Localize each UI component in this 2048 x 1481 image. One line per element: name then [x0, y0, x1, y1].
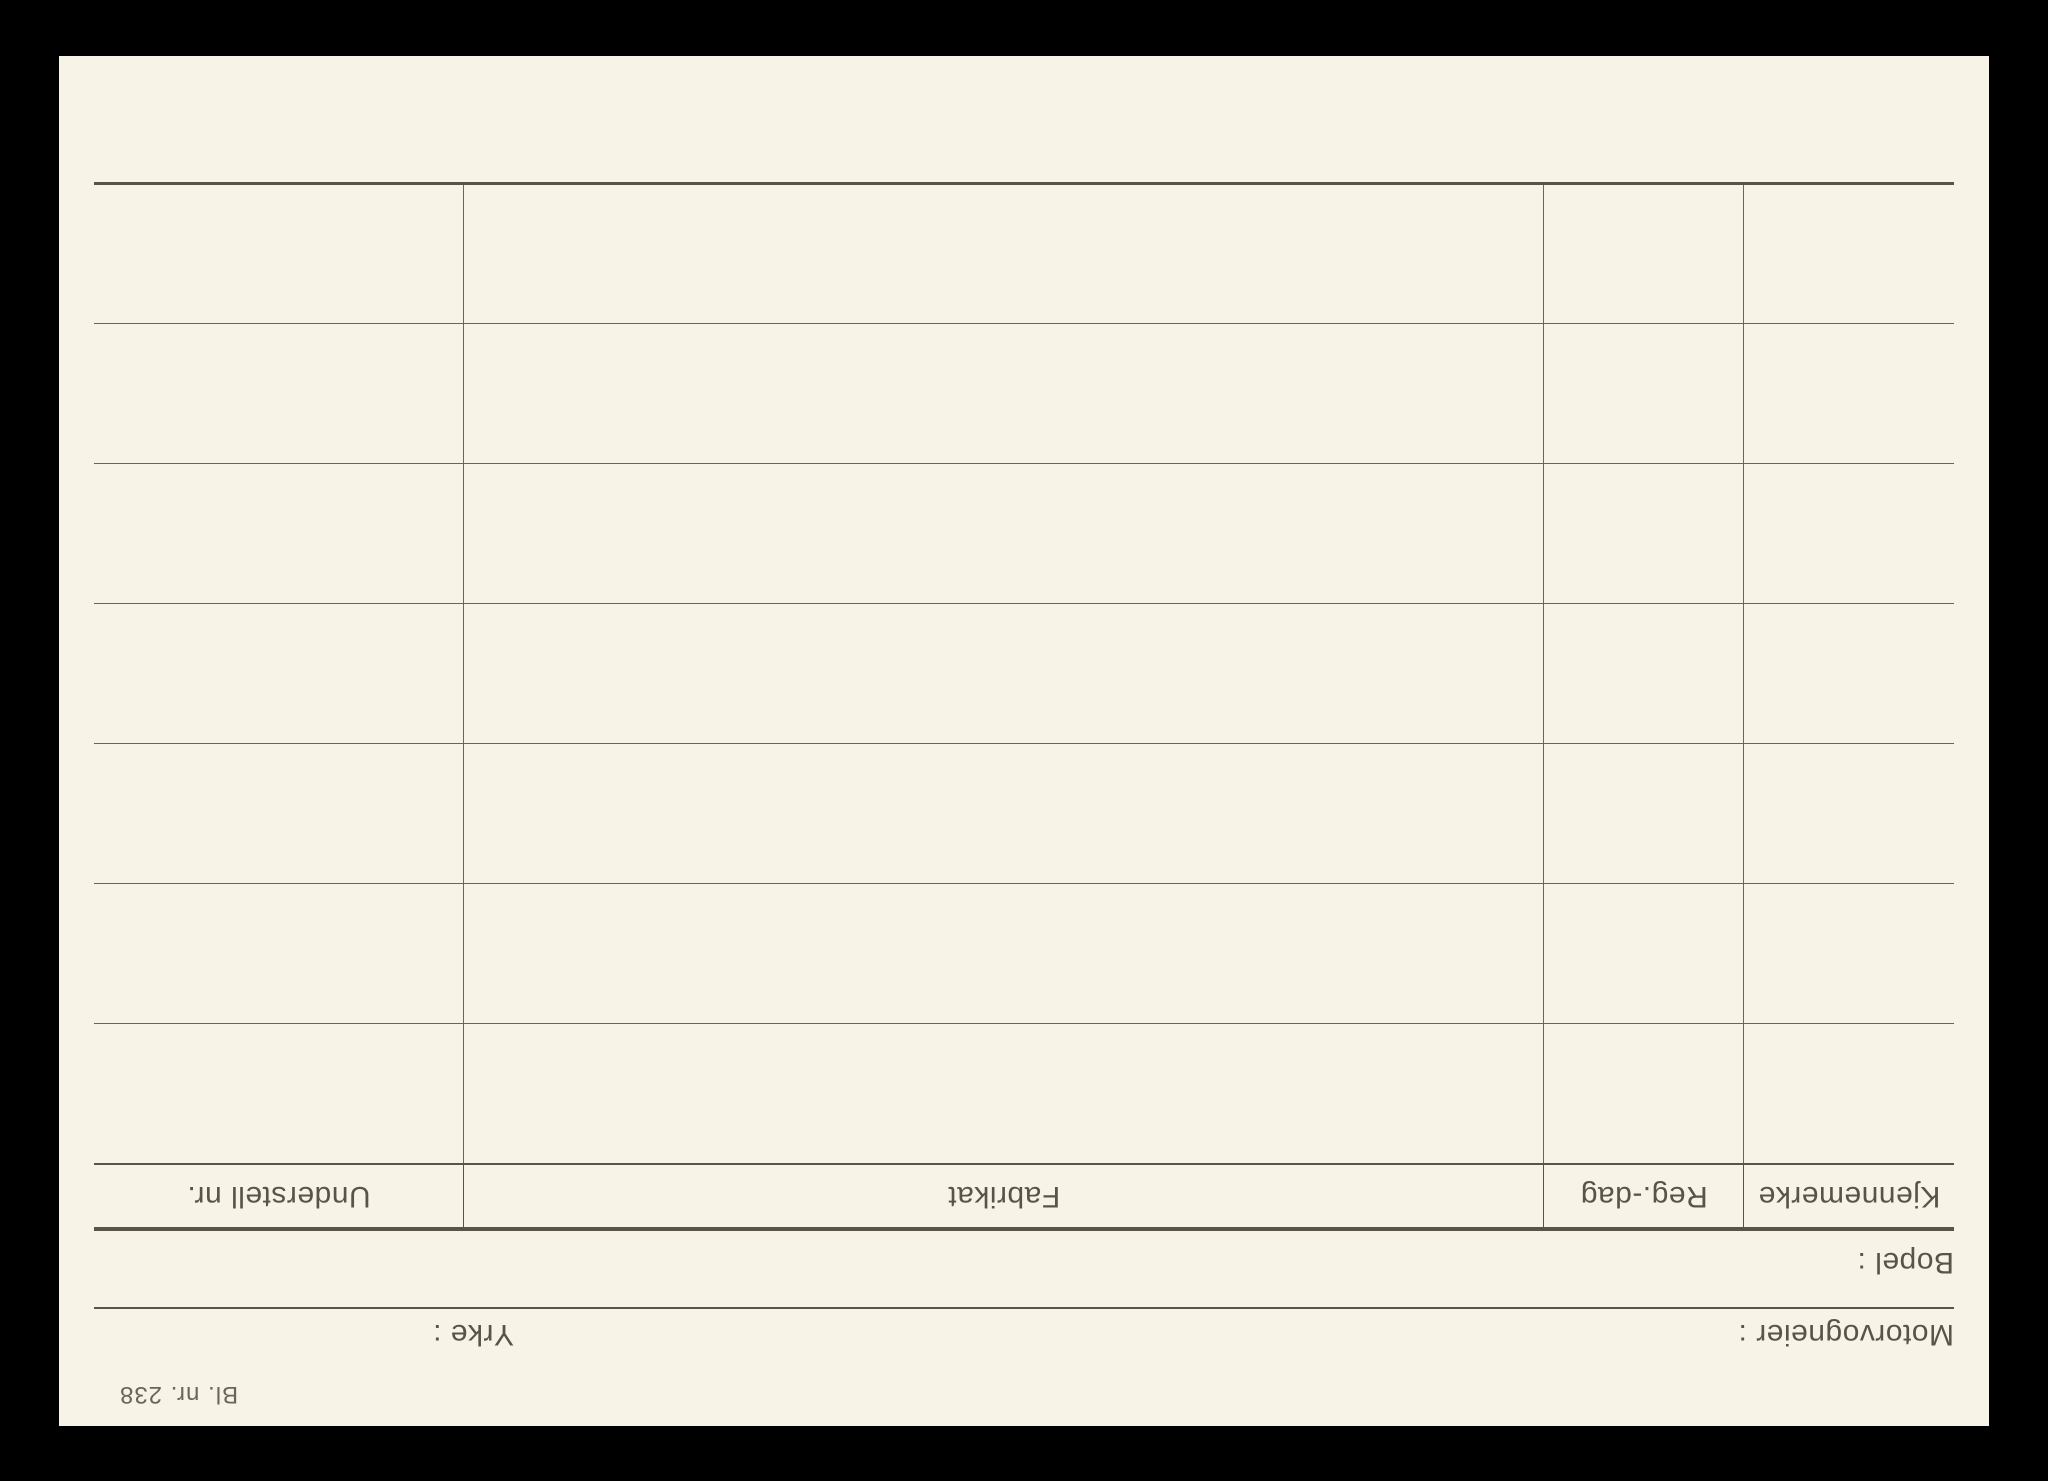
col-header-chassis: Understell nr. [94, 1164, 464, 1229]
residence-label: Bopel : [94, 1245, 1954, 1279]
owner-label: Motorvogneier : [514, 1317, 1954, 1351]
cell-mark [1744, 464, 1954, 604]
table-row [94, 1024, 1954, 1164]
cell-chassis [94, 324, 464, 464]
col-header-make: Fabrikat [464, 1164, 1544, 1229]
cell-chassis [94, 744, 464, 884]
table-row [94, 744, 1954, 884]
cell-mark [1744, 1024, 1954, 1164]
cell-mark [1744, 744, 1954, 884]
cell-make [464, 1024, 1544, 1164]
cell-chassis [94, 604, 464, 744]
cell-make [464, 744, 1544, 884]
cell-make [464, 884, 1544, 1024]
header-row-2: Bopel : [94, 1233, 1954, 1307]
table-row [94, 324, 1954, 464]
cell-mark [1744, 324, 1954, 464]
cell-make [464, 184, 1544, 324]
col-header-regdate: Reg.-dag [1544, 1164, 1744, 1229]
table-row [94, 604, 1954, 744]
cell-regdate [1544, 324, 1744, 464]
cell-regdate [1544, 1024, 1744, 1164]
cell-make [464, 464, 1544, 604]
form-number: Bl. nr. 238 [119, 1380, 238, 1408]
registration-card: Bl. nr. 238 Motorvogneier : Yrke : Bopel… [59, 56, 1989, 1426]
table-row [94, 464, 1954, 604]
cell-mark [1744, 604, 1954, 744]
table-header-row: Kjennemerke Reg.-dag Fabrikat Understell… [94, 1164, 1954, 1229]
cell-mark [1744, 884, 1954, 1024]
cell-regdate [1544, 744, 1744, 884]
cell-chassis [94, 464, 464, 604]
table-row [94, 884, 1954, 1024]
cell-regdate [1544, 184, 1744, 324]
col-header-mark: Kjennemerke [1744, 1164, 1954, 1229]
table-row [94, 184, 1954, 324]
cell-regdate [1544, 884, 1744, 1024]
vehicle-table: Kjennemerke Reg.-dag Fabrikat Understell… [94, 182, 1954, 1231]
cell-chassis [94, 884, 464, 1024]
cell-chassis [94, 1024, 464, 1164]
cell-regdate [1544, 604, 1744, 744]
header-row-1: Motorvogneier : Yrke : [94, 1307, 1954, 1351]
cell-make [464, 324, 1544, 464]
table-body [94, 184, 1954, 1164]
cell-chassis [94, 184, 464, 324]
cell-make [464, 604, 1544, 744]
cell-regdate [1544, 464, 1744, 604]
cell-mark [1744, 184, 1954, 324]
occupation-label: Yrke : [94, 1317, 514, 1351]
